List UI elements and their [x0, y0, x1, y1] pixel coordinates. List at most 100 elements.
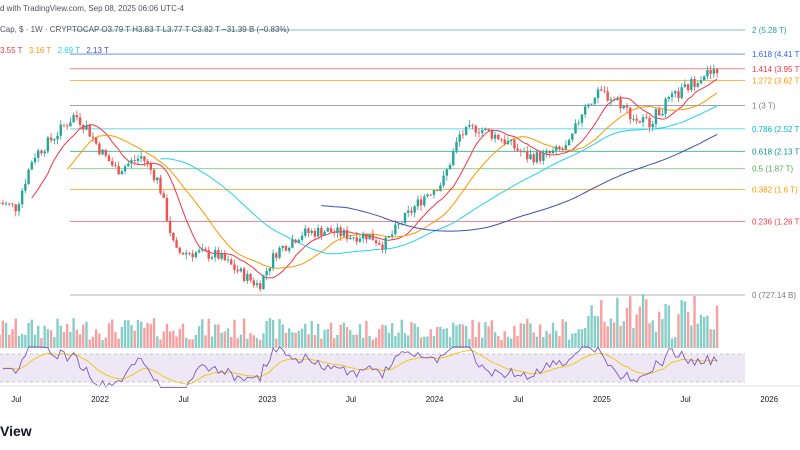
- candle-body: [156, 177, 159, 181]
- volume-bar: [114, 332, 117, 348]
- candle-body: [255, 283, 259, 286]
- candle-body: [239, 268, 243, 272]
- fib-label: 0.618 (2.13 T): [752, 147, 800, 156]
- volume-bar: [680, 300, 683, 348]
- candle-body: [400, 223, 403, 224]
- volume-bar: [304, 323, 307, 348]
- candle-body: [300, 235, 304, 240]
- volume-bar: [378, 329, 381, 348]
- volume-bar: [371, 339, 375, 348]
- rsi-line: [2, 346, 718, 389]
- candle-body: [53, 139, 56, 141]
- candle-body: [481, 130, 484, 134]
- volume-bar: [693, 296, 696, 348]
- volume-bar: [448, 337, 452, 348]
- candle-body: [535, 152, 539, 163]
- volume-bar: [622, 321, 625, 348]
- time-tick-label: Jul: [346, 395, 356, 404]
- candle-body: [127, 163, 130, 167]
- candle-body: [670, 93, 674, 98]
- candle-body: [178, 247, 181, 253]
- volume-bar: [271, 319, 275, 348]
- candle-body: [632, 118, 635, 120]
- ma-line: [160, 105, 718, 255]
- volume-bar: [156, 336, 159, 348]
- volume-bar: [72, 318, 75, 348]
- volume-bar: [223, 331, 227, 348]
- volume-bar: [426, 336, 429, 348]
- candle-body: [625, 105, 629, 108]
- volume-bar: [394, 336, 397, 348]
- candle-body: [101, 149, 104, 155]
- candle-body: [313, 230, 317, 237]
- candle-body: [326, 228, 329, 232]
- volume-bar: [432, 336, 436, 348]
- volume-bar: [567, 339, 571, 348]
- volume-bar: [410, 322, 413, 348]
- candle-body: [262, 275, 265, 290]
- volume-bar: [712, 329, 716, 348]
- candle-body: [210, 257, 214, 259]
- volume-bar: [641, 294, 645, 348]
- volume-bar: [593, 315, 597, 348]
- candle-body: [59, 124, 62, 136]
- volume-bar: [686, 311, 690, 348]
- fib-label: 0.382 (1.6 T): [752, 186, 798, 195]
- volume-bar: [526, 318, 529, 348]
- volume-bar: [133, 330, 136, 348]
- candle-body: [583, 106, 587, 115]
- candle-body: [265, 271, 268, 276]
- candle-body: [371, 234, 375, 241]
- volume-bar: [275, 338, 278, 348]
- volume-bar: [91, 336, 95, 348]
- candle-body: [27, 169, 30, 184]
- volume-bar: [265, 320, 268, 348]
- candle-body: [690, 79, 693, 90]
- candle-body: [307, 228, 310, 234]
- candle-body: [555, 146, 558, 151]
- candle-body: [651, 124, 654, 128]
- candle-body: [136, 158, 140, 161]
- candle-body: [98, 143, 101, 155]
- candle-body: [526, 151, 529, 160]
- candle-body: [548, 151, 551, 154]
- candle-body: [230, 259, 233, 265]
- candle-body: [120, 171, 124, 175]
- volume-bar: [287, 328, 291, 348]
- volume-bar: [278, 319, 281, 348]
- volume-bar: [564, 321, 568, 348]
- candle-body: [339, 227, 342, 237]
- candle-body: [410, 210, 413, 213]
- candle-body: [378, 243, 381, 245]
- candle-body: [419, 199, 423, 206]
- ma-values: 3.55 T 3.16 T 2.69 T 2.13 T: [0, 46, 113, 55]
- candle-body: [606, 91, 609, 101]
- volume-bar: [233, 319, 236, 348]
- volume-bars: [0, 294, 719, 348]
- volume-bar: [78, 334, 82, 348]
- volume-bar: [168, 331, 172, 348]
- volume-bar: [75, 329, 79, 348]
- candle-body: [522, 151, 526, 153]
- volume-bar: [172, 330, 175, 348]
- volume-bar: [249, 333, 252, 348]
- candle-body: [474, 125, 477, 133]
- candle-body: [17, 204, 21, 212]
- volume-bar: [458, 324, 461, 348]
- candle-body: [487, 128, 490, 131]
- candle-body: [484, 128, 487, 131]
- volume-bar: [165, 323, 169, 348]
- candle-body: [24, 183, 27, 191]
- candle-body: [217, 249, 220, 259]
- candle-body: [69, 122, 72, 127]
- volume-bar: [664, 303, 667, 348]
- candle-body: [4, 203, 8, 205]
- volume-bar: [600, 300, 603, 348]
- volume-bar: [390, 323, 394, 348]
- candle-body: [545, 151, 548, 154]
- candle-body: [374, 240, 378, 244]
- candle-body: [699, 80, 703, 84]
- candle-body: [72, 115, 75, 123]
- volume-bar: [590, 305, 593, 348]
